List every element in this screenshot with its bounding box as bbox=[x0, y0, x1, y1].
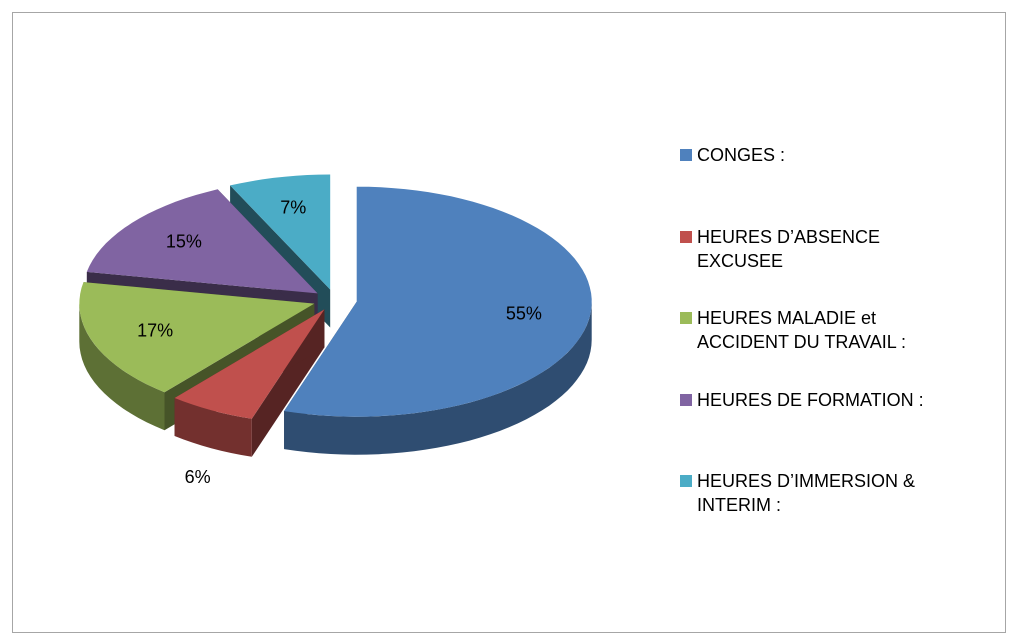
slice-edge bbox=[79, 303, 165, 431]
legend-label: HEURES D’IMMERSION & INTERIM : bbox=[697, 471, 916, 515]
slice bbox=[174, 309, 325, 419]
data-label: 6% bbox=[185, 467, 211, 487]
slice bbox=[230, 174, 331, 290]
legend-swatch bbox=[680, 312, 692, 324]
legend-label: HEURES DE FORMATION : bbox=[697, 389, 924, 410]
data-label: 17% bbox=[137, 320, 173, 340]
legend-label: HEURES MALADIE et ACCIDENT DU TRAVAIL : bbox=[697, 308, 907, 352]
slice bbox=[284, 186, 592, 417]
slice bbox=[79, 282, 315, 393]
data-label: 55% bbox=[506, 303, 542, 323]
legend-swatch bbox=[680, 149, 692, 161]
legend-swatch bbox=[680, 475, 692, 487]
legend-label: HEURES D’ABSENCE EXCUSEE bbox=[697, 226, 881, 271]
slice-edge bbox=[174, 398, 252, 457]
slice bbox=[86, 189, 318, 294]
legend-label: CONGES : bbox=[697, 145, 786, 165]
legend-swatch bbox=[680, 393, 692, 406]
legend-swatch bbox=[680, 230, 692, 243]
chart-frame bbox=[12, 12, 1006, 633]
data-label: 7% bbox=[280, 197, 306, 217]
slice-edge bbox=[284, 301, 592, 455]
data-label: 15% bbox=[166, 231, 202, 251]
